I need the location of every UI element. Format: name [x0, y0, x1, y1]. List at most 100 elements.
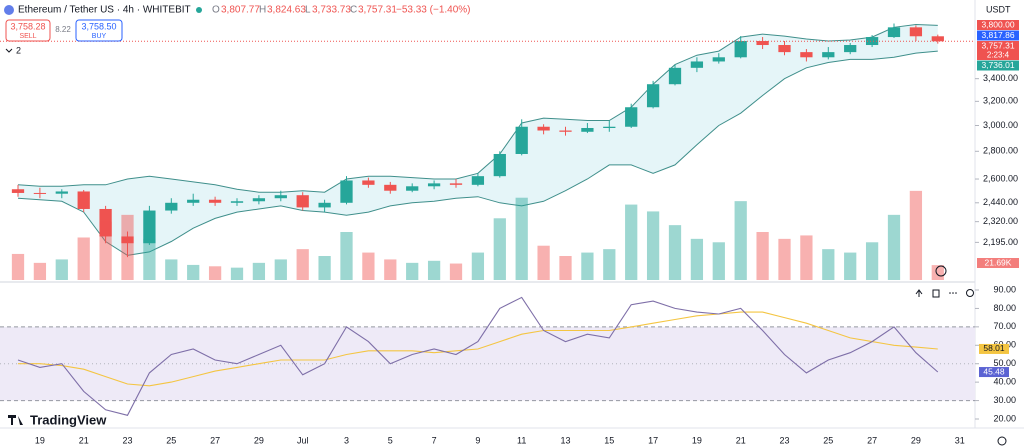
candle-body — [77, 191, 90, 209]
x-tick-label: 23 — [122, 435, 132, 445]
candle-body — [625, 107, 638, 127]
y-tick-label: 80.00 — [993, 303, 1016, 313]
candle-body — [33, 192, 47, 194]
volume-bar — [55, 259, 68, 280]
buy-label[interactable]: BUY — [92, 33, 107, 40]
brand-logo — [8, 415, 23, 425]
volume-bar — [537, 245, 550, 280]
volume-bar — [449, 263, 463, 280]
volume-bar — [384, 259, 397, 280]
ohlc-key: L — [305, 5, 311, 16]
volume-bar — [11, 253, 25, 280]
price-label-box — [977, 60, 1019, 71]
volume-label: 21.69K — [985, 257, 1012, 267]
rsi-line — [18, 311, 938, 387]
plot-area: 2,195.00 2,320.00 2,440.00 2,600.00 2,800.00… — [0, 19, 1019, 445]
x-tick-label: 17 — [648, 435, 658, 445]
candle-body — [734, 41, 747, 58]
move-up-icon[interactable] — [915, 289, 923, 297]
y-tick-label: 3,200.00 — [983, 96, 1018, 106]
candle-body — [800, 52, 813, 58]
y-tick-label: 20.00 — [993, 413, 1016, 423]
sell-button[interactable]: 3,758.28 SELL — [5, 19, 51, 42]
ohlc-value: 3,757.31 — [358, 5, 397, 16]
x-tick-label: 21 — [736, 435, 746, 445]
volume-bar — [690, 238, 704, 280]
x-tick-label: 25 — [823, 435, 833, 445]
more-icon[interactable] — [952, 292, 954, 294]
candle-body — [865, 37, 879, 46]
volume-bar — [712, 242, 725, 280]
volume-label-box — [977, 258, 1019, 268]
sell-price[interactable]: 3,758.28 — [10, 21, 45, 31]
x-tick-label: 31 — [955, 435, 965, 445]
candle-body — [537, 126, 550, 131]
currency[interactable]: USDT — [986, 4, 1011, 14]
candle-body — [252, 198, 266, 202]
x-tick-label: 11 — [517, 435, 526, 445]
y-tick-label: 2,800.00 — [983, 146, 1018, 156]
more-icon[interactable] — [949, 292, 951, 294]
x-tick-label: 27 — [210, 435, 220, 445]
price-label: 3,736.01 — [981, 60, 1014, 70]
volume-bar — [887, 214, 901, 280]
candle-body — [318, 202, 331, 208]
candle-body — [822, 52, 835, 58]
price-label: 3,800.00 — [981, 19, 1014, 29]
candle-body — [121, 236, 134, 244]
y-tick-label: 40.00 — [993, 377, 1016, 387]
rsi-value-box — [979, 343, 1009, 354]
buy-button[interactable]: 3,758.50 BUY — [75, 19, 123, 42]
x-tick-label: 15 — [604, 435, 614, 445]
volume-bar — [756, 232, 769, 280]
volume-bar — [909, 190, 923, 280]
volume-bar — [800, 235, 813, 280]
volume-bar — [559, 256, 572, 280]
candle-body — [559, 130, 572, 132]
chevron[interactable] — [5, 48, 13, 53]
candle-body — [449, 183, 463, 185]
candle-body — [493, 153, 506, 177]
candle-body — [712, 57, 725, 62]
maximize-icon[interactable] — [966, 289, 974, 297]
x-tick-label: 9 — [475, 435, 480, 445]
volume-bar — [252, 262, 266, 280]
sell-label[interactable]: SELL — [19, 33, 36, 40]
y-tick-label: 3,400.00 — [983, 73, 1018, 83]
candle-body — [208, 199, 222, 203]
candle-body — [384, 184, 397, 191]
candle-body — [756, 41, 769, 46]
volume-bar — [865, 242, 879, 280]
volume-bar — [165, 259, 178, 280]
indicator-toggle[interactable]: 2 — [5, 45, 21, 55]
price-change: −53.33 (−1.40%) — [396, 5, 471, 16]
volume-bar — [603, 249, 616, 280]
volume-bar — [143, 238, 156, 280]
price-label-box — [977, 41, 1019, 51]
x-tick-label: 3 — [344, 435, 349, 445]
rsi-value-label: 45.48 — [983, 366, 1005, 376]
volume-bar — [581, 252, 594, 280]
buy-box[interactable] — [75, 19, 123, 42]
x-tick-label: 29 — [911, 435, 921, 445]
settings-icon[interactable] — [997, 436, 1007, 446]
y-tick-label: 2,440.00 — [983, 197, 1018, 207]
volume-bar — [515, 197, 528, 280]
candle-body — [909, 27, 923, 37]
x-tick-label: 19 — [35, 435, 45, 445]
candle-body — [296, 195, 309, 208]
countdown-box — [977, 51, 1019, 60]
x-tick-label: 27 — [867, 435, 877, 445]
more-icon[interactable] — [955, 292, 957, 294]
sell-box[interactable] — [5, 19, 51, 42]
candle-body — [340, 180, 353, 203]
buy-price[interactable]: 3,758.50 — [81, 21, 116, 31]
volume-bar — [99, 221, 112, 280]
replay-icon[interactable] — [935, 265, 947, 277]
volume-bar — [668, 225, 682, 280]
delete-icon[interactable] — [932, 289, 940, 298]
x-tick-label: 19 — [692, 435, 702, 445]
volume-bar — [121, 214, 134, 280]
indicator-count[interactable]: 2 — [16, 45, 21, 55]
